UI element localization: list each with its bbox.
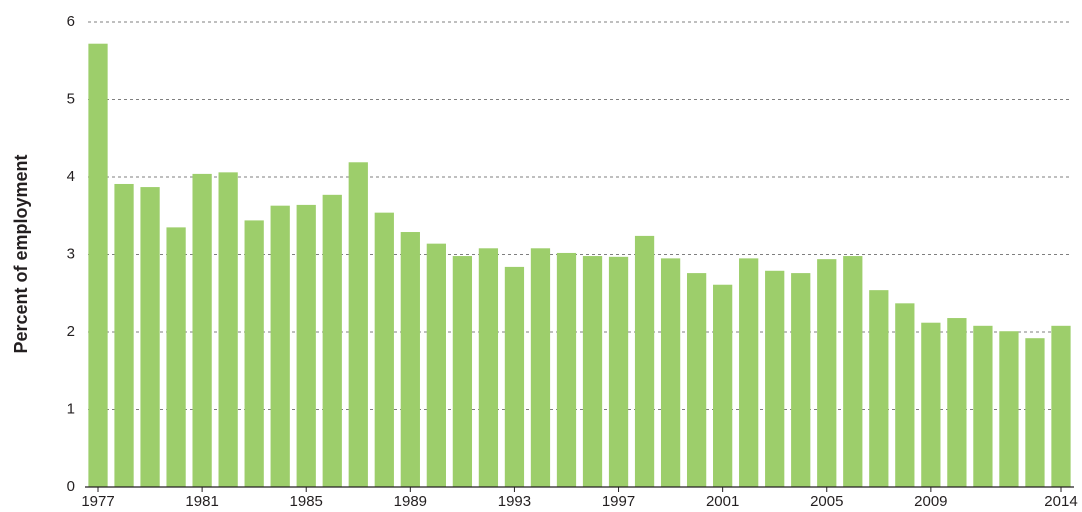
bar [530,248,551,487]
y-tick-label: 3 [67,245,75,262]
y-tick-label: 0 [67,478,75,495]
bar [504,266,525,487]
x-tick-label: 2005 [810,493,843,510]
bar [1025,338,1045,487]
bar [426,243,446,487]
y-tick-label: 2 [67,323,75,340]
x-tick-label: 1997 [602,493,635,510]
bar [244,220,264,487]
bar [634,235,655,487]
bar [947,318,967,487]
x-tick-label: 2009 [914,493,947,510]
bar [921,322,941,487]
bar [973,325,993,487]
bar [374,212,394,487]
bar [686,273,707,487]
y-tick-label: 4 [67,168,75,185]
x-tick-label: 1981 [185,493,218,510]
bar [1051,325,1071,487]
bar [895,303,915,487]
bar [452,256,473,487]
y-tick-label: 1 [67,400,75,417]
x-tick-label: 2014 [1044,493,1077,510]
bar [400,232,420,487]
bar [296,204,316,487]
y-tick-label: 5 [67,90,75,107]
bar [556,252,577,487]
bar [218,172,238,487]
x-tick-label: 1977 [81,493,114,510]
bar [478,248,499,487]
bar [608,256,629,487]
bar [322,194,342,487]
y-tick-label: 6 [67,13,75,30]
bar [166,227,186,487]
x-tick-label: 1989 [394,493,427,510]
bar [88,43,108,487]
bar [192,173,212,487]
x-tick-label: 1985 [290,493,323,510]
bar [765,270,785,487]
bar [869,290,889,487]
bar [791,273,811,487]
bar [817,259,837,487]
bar [843,256,863,487]
bar [270,205,290,488]
bar [999,331,1019,487]
bar [713,284,733,487]
bar [739,258,759,487]
x-tick-label: 1993 [498,493,531,510]
bar [140,187,160,487]
bar [660,258,681,487]
bar [582,256,603,487]
bar [348,162,368,487]
y-axis-label: Percent of employment [11,154,31,353]
x-tick-label: 2001 [706,493,739,510]
bar [114,183,134,487]
